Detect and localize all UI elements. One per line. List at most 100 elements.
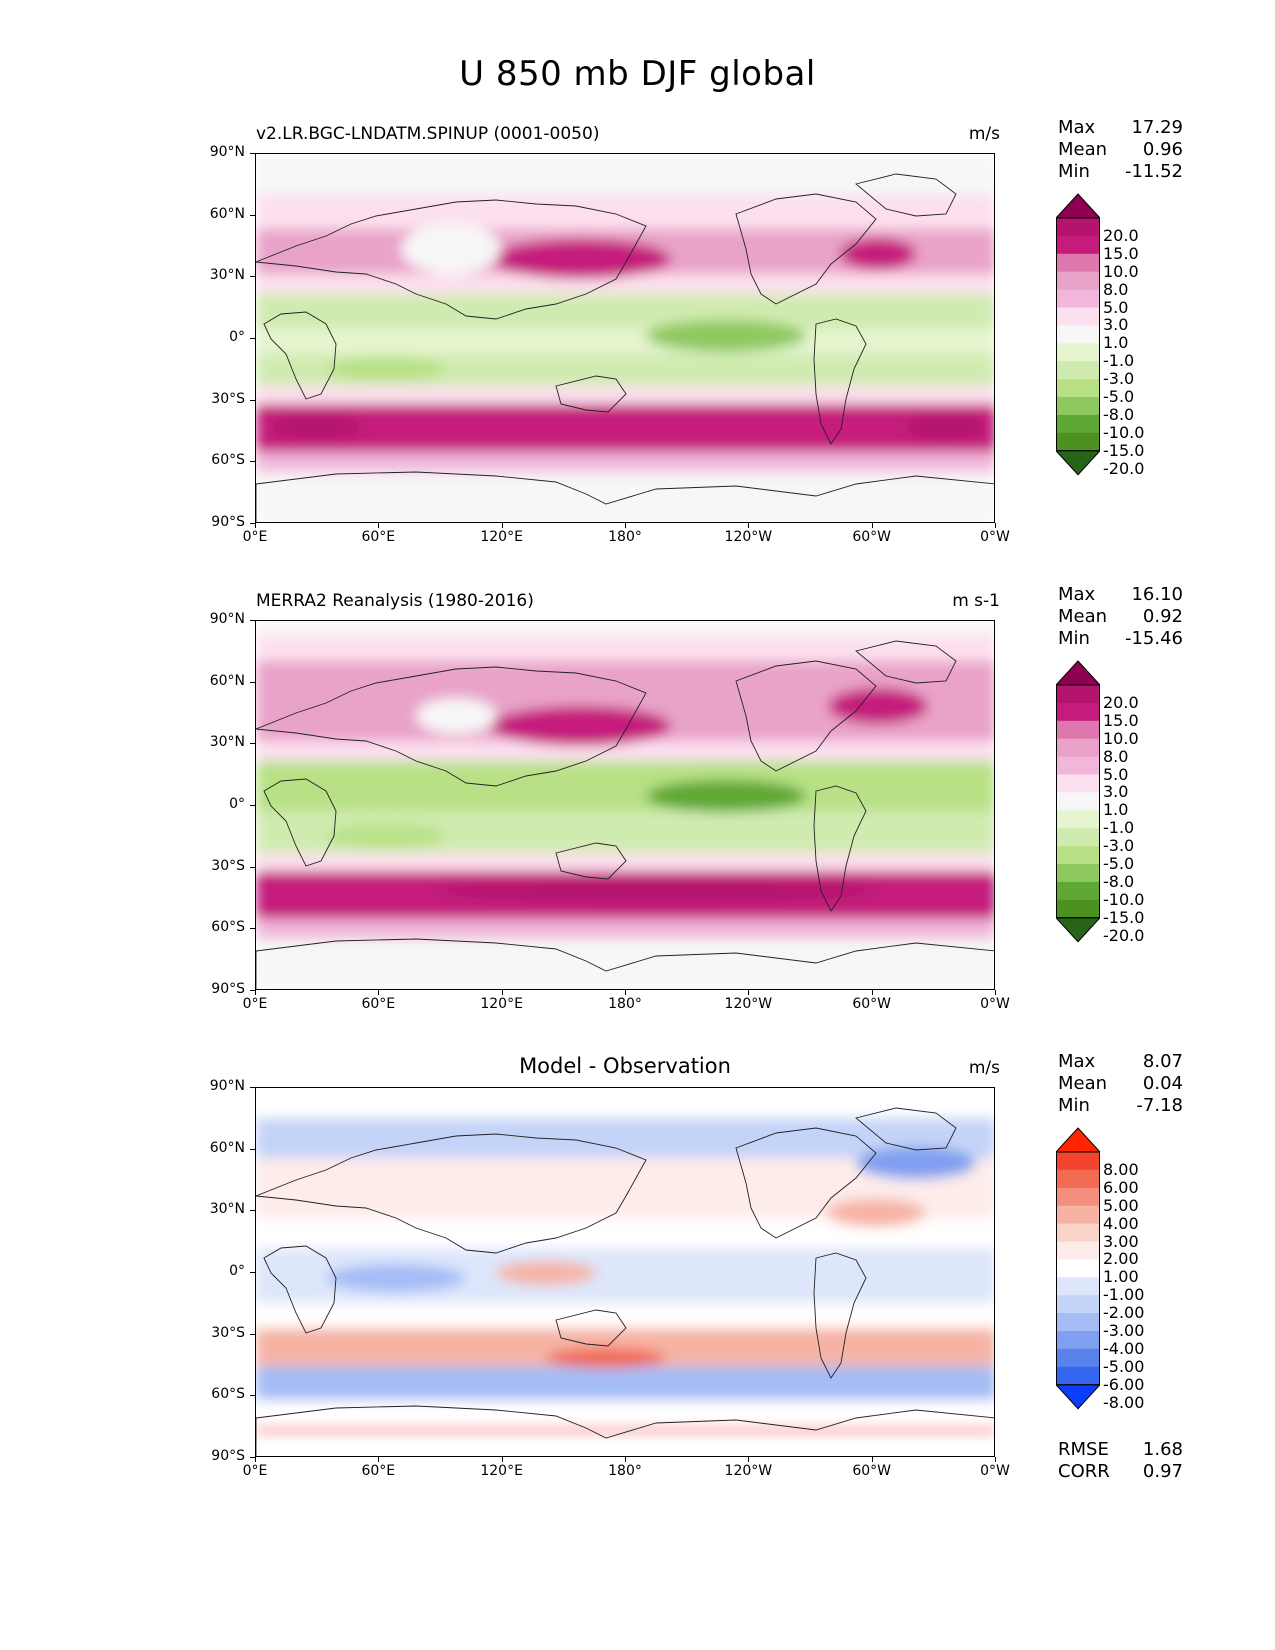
stats-block: Max 17.29 Mean 0.96 Min -11.52 bbox=[1058, 117, 1183, 183]
colorbar-tick-label: -8.00 bbox=[1103, 1392, 1145, 1412]
panel-title: MERRA2 Reanalysis (1980-2016) bbox=[256, 591, 534, 611]
colorbar-tick-label: -5.00 bbox=[1103, 1356, 1145, 1376]
coastline bbox=[813, 318, 867, 445]
wind-feature bbox=[596, 1380, 756, 1396]
panel-title: v2.LR.BGC-LNDATM.SPINUP (0001-0050) bbox=[256, 124, 600, 144]
colorbar-tick-label: -3.0 bbox=[1103, 369, 1135, 389]
stat-mean: Mean 0.04 bbox=[1058, 1073, 1183, 1094]
wind-feature bbox=[326, 824, 446, 848]
stat-mean: Mean 0.96 bbox=[1058, 139, 1183, 160]
colorbar-segment bbox=[1056, 1295, 1100, 1314]
lon-tick bbox=[501, 523, 503, 528]
colorbar-extend-max bbox=[1056, 660, 1100, 686]
lat-tick-label: 60°S bbox=[211, 919, 245, 936]
lon-tick-label: 0°W bbox=[980, 1463, 1010, 1479]
coastline bbox=[263, 1245, 337, 1334]
lat-tick-label: 90°N bbox=[209, 611, 245, 627]
lat-tick-label: 30°S bbox=[211, 390, 245, 407]
colorbar-segment bbox=[1056, 343, 1100, 362]
coastline bbox=[256, 471, 994, 522]
colorbar-segment bbox=[1056, 846, 1100, 865]
lon-tick bbox=[625, 990, 626, 995]
lat-tick bbox=[250, 866, 255, 868]
latitude-band bbox=[256, 1303, 994, 1328]
colorbar-tick-label: -15.0 bbox=[1103, 907, 1145, 927]
colorbar-segment bbox=[1056, 756, 1100, 775]
latitude-band bbox=[256, 329, 994, 354]
lon-tick bbox=[871, 1457, 873, 1462]
lat-tick-label: 60°N bbox=[209, 672, 245, 689]
colorbar-segment bbox=[1056, 828, 1100, 847]
stat-min: Min -11.52 bbox=[1058, 161, 1183, 182]
lat-tick bbox=[250, 1333, 255, 1335]
lon-tick-label: 120°W bbox=[724, 529, 773, 545]
colorbar-tick-label: 8.0 bbox=[1103, 279, 1129, 299]
colorbar-tick-label: -15.0 bbox=[1103, 440, 1145, 460]
lon-tick-label: 120°E bbox=[480, 529, 523, 545]
wind-feature bbox=[491, 239, 671, 279]
lon-tick bbox=[255, 1457, 256, 1462]
colorbar-tick-label: -20.0 bbox=[1103, 925, 1145, 945]
colorbar-segment bbox=[1056, 720, 1100, 740]
colorbar-segment bbox=[1056, 738, 1100, 757]
colorbar-tick-label: -10.0 bbox=[1103, 889, 1145, 909]
lat-tick-label: 0° bbox=[229, 329, 245, 345]
coastline bbox=[263, 311, 337, 400]
colorbar-tick-label: 1.0 bbox=[1103, 333, 1129, 353]
colorbar-segment bbox=[1056, 1169, 1100, 1189]
stats-block: Max 8.07 Mean 0.04 Min -7.18 bbox=[1058, 1051, 1183, 1117]
lat-tick-label: 30°N bbox=[209, 734, 245, 751]
colorbar-segment bbox=[1056, 774, 1100, 793]
colorbar-tick-label: 3.0 bbox=[1103, 782, 1129, 802]
lon-tick bbox=[995, 1457, 996, 1462]
colorbar-segment bbox=[1056, 1187, 1100, 1207]
colorbar-tick-label: 1.0 bbox=[1103, 800, 1129, 820]
lon-tick-label: 120°E bbox=[480, 996, 523, 1012]
lon-tick bbox=[748, 990, 750, 995]
wind-feature bbox=[856, 1147, 976, 1179]
latitude-band bbox=[256, 1088, 994, 1118]
colorbar-tick-label: 15.0 bbox=[1103, 710, 1139, 730]
panel-model: v2.LR.BGC-LNDATM.SPINUP (0001-0050) m/s … bbox=[0, 0, 1275, 545]
coastline bbox=[813, 1252, 867, 1379]
lat-tick bbox=[250, 681, 255, 683]
latitude-band bbox=[256, 1433, 994, 1456]
colorbar-tick-label: 3.00 bbox=[1103, 1231, 1139, 1251]
colorbar-segment bbox=[1056, 432, 1100, 452]
colorbar-segment bbox=[1056, 397, 1100, 416]
stat-max: Max 8.07 bbox=[1058, 1051, 1183, 1072]
stat-mean: Mean 0.92 bbox=[1058, 606, 1183, 627]
map-diff bbox=[255, 1087, 995, 1457]
latitude-band bbox=[256, 741, 994, 761]
figure-title: U 850 mb DJF global bbox=[459, 54, 816, 94]
lat-tick bbox=[250, 153, 255, 154]
lat-tick bbox=[250, 1148, 255, 1150]
colorbar-segment bbox=[1056, 379, 1100, 398]
lat-tick bbox=[250, 461, 255, 463]
latitude-band bbox=[256, 194, 994, 229]
lon-tick-label: 0°W bbox=[980, 996, 1010, 1012]
lat-tick-label: 30°N bbox=[209, 1201, 245, 1218]
colorbar-tick-label: -5.0 bbox=[1103, 387, 1135, 406]
colorbar-tick-label: 5.0 bbox=[1103, 764, 1129, 784]
lon-tick bbox=[871, 990, 873, 995]
panel-units: m/s bbox=[968, 1058, 1000, 1078]
lon-tick bbox=[871, 523, 873, 528]
colorbar-tick-label: -1.00 bbox=[1103, 1285, 1145, 1305]
wind-feature bbox=[828, 688, 928, 724]
latitude-band bbox=[256, 635, 994, 661]
lat-tick-label: 0° bbox=[229, 796, 245, 812]
colorbar-tick-label: -3.0 bbox=[1103, 836, 1135, 856]
lat-tick-label: 30°S bbox=[211, 857, 245, 874]
colorbar-segment bbox=[1056, 218, 1100, 237]
colorbar-tick-label: -5.0 bbox=[1103, 854, 1135, 873]
lon-tick bbox=[255, 990, 256, 995]
lat-tick bbox=[250, 1272, 255, 1273]
lat-tick bbox=[250, 990, 255, 991]
lon-tick-label: 120°W bbox=[724, 1463, 773, 1479]
colorbar-tick-label: 10.0 bbox=[1103, 728, 1139, 748]
coastline bbox=[256, 666, 647, 787]
colorbar-tick-label: -6.00 bbox=[1103, 1374, 1145, 1394]
colorbar-segment bbox=[1056, 1277, 1100, 1296]
colorbar-tick-label: 15.0 bbox=[1103, 243, 1139, 263]
